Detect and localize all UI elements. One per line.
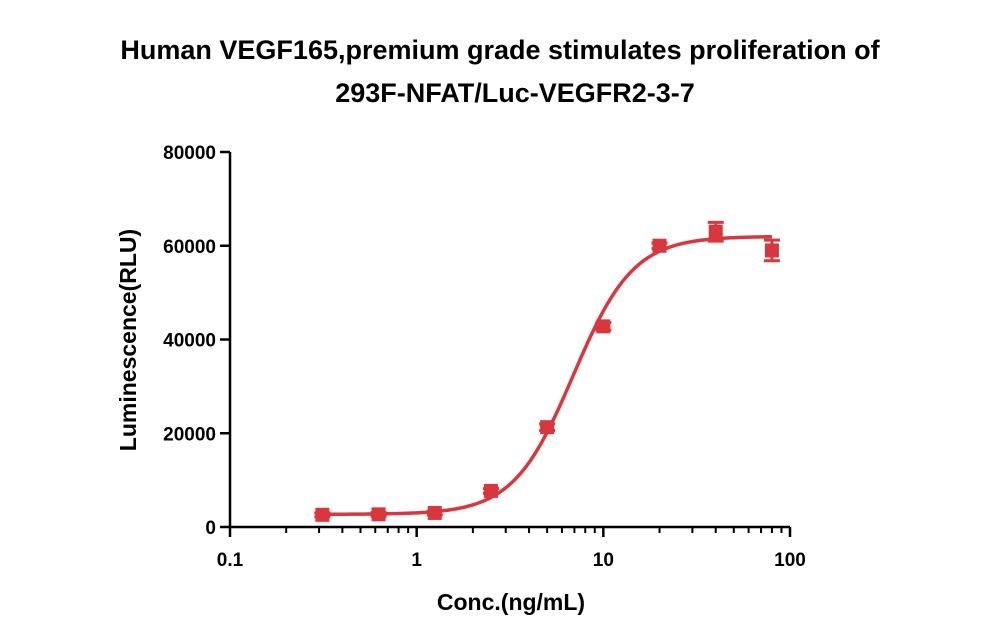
x-axis-label: Conc.(ng/mL) <box>437 589 585 615</box>
x-tick-label: 100 <box>774 550 806 571</box>
y-tick-label: 80000 <box>163 143 216 164</box>
data-point <box>540 420 555 435</box>
fit-curve-layer <box>322 235 772 517</box>
data-point <box>483 483 498 498</box>
data-point <box>427 505 442 520</box>
y-tick-label: 60000 <box>163 237 216 258</box>
data-point <box>652 238 667 253</box>
data-point <box>708 224 723 239</box>
y-tick-label: 20000 <box>163 424 216 445</box>
data-point <box>371 507 386 522</box>
x-tick-label: 1 <box>411 550 422 571</box>
data-point <box>764 243 779 258</box>
x-tick-label: 10 <box>593 550 614 571</box>
fit-curve <box>322 235 772 517</box>
y-axis-label: Luminescence(RLU) <box>115 229 141 451</box>
data-point <box>596 319 611 334</box>
chart-title-line-2: 293F-NFAT/Luc-VEGFR2-3-7 <box>335 78 695 108</box>
y-tick-label: 0 <box>205 518 216 539</box>
x-tick-label: 0.1 <box>217 550 244 571</box>
data-points-layer <box>314 220 780 522</box>
axes: 0 20000 40000 60000 80000 0.1 1 10 100 <box>163 143 806 571</box>
data-point <box>315 507 330 522</box>
chart-title-line-1: Human VEGF165,premium grade stimulates p… <box>120 35 880 65</box>
y-tick-label: 40000 <box>163 331 216 352</box>
